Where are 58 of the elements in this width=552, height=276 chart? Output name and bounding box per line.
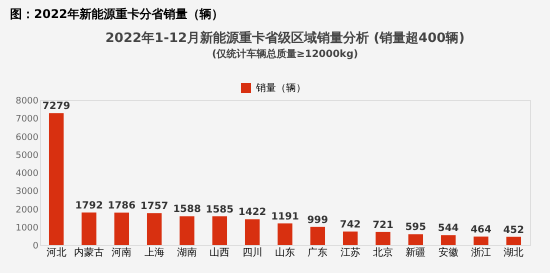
chart-title: 2022年1-12月新能源重卡省级区域销量分析 (销量超400辆): [105, 30, 465, 46]
chart-subtitle: (仅统计车辆总质量≥12000kg): [212, 48, 358, 60]
data-label: 1792: [75, 200, 103, 212]
x-tick-label: 湖南: [177, 246, 197, 258]
x-tick-label: 四川: [242, 246, 262, 258]
bar: [180, 216, 194, 245]
bar: [48, 113, 64, 245]
y-tick-label: 7000: [16, 114, 39, 125]
data-label: 452: [503, 224, 524, 236]
y-tick-label: 4000: [16, 169, 39, 179]
y-tick-label: 3000: [16, 187, 39, 198]
x-tick-label: 内蒙古: [74, 246, 104, 258]
x-tick-label: 山西: [210, 246, 230, 258]
x-tick-label: 北京: [373, 246, 393, 258]
data-label: 1191: [271, 211, 299, 222]
bar: [376, 232, 390, 245]
bar: [408, 234, 424, 245]
data-label: 1588: [173, 204, 201, 216]
data-label: 742: [340, 220, 361, 231]
y-tick-label: 8000: [16, 96, 39, 106]
data-label: 1757: [140, 201, 168, 212]
bar: [506, 236, 522, 245]
y-tick-label: 0: [32, 242, 39, 252]
bar: [82, 212, 96, 245]
bar: [474, 236, 488, 245]
x-tick-label: 上海: [144, 246, 164, 258]
legend-label: 销量（辆）: [255, 82, 306, 94]
bar: [212, 216, 228, 245]
bar: [278, 223, 292, 245]
x-tick-label: 浙江: [471, 246, 491, 258]
data-label: 595: [405, 222, 426, 234]
y-tick-label: 2000: [16, 205, 39, 216]
bar: [114, 212, 130, 245]
y-tick-label: 6000: [16, 132, 39, 143]
data-label: 464: [470, 224, 492, 236]
bar: [342, 232, 358, 245]
data-label: 999: [307, 214, 328, 226]
bar: [146, 213, 162, 245]
data-label: 544: [438, 223, 459, 234]
data-label: 1786: [108, 200, 136, 212]
x-tick-label: 新疆: [406, 246, 426, 258]
bar: [310, 226, 326, 245]
x-tick-label: 安徽: [438, 246, 458, 258]
data-label: 1422: [238, 207, 266, 218]
x-tick-label: 湖北: [504, 246, 524, 258]
data-label: 721: [372, 220, 394, 231]
x-tick-label: 广东: [308, 246, 328, 258]
x-tick-label: 山东: [275, 246, 295, 258]
data-label: 7279: [42, 101, 70, 112]
x-tick-label: 江苏: [340, 246, 360, 258]
bar: [440, 235, 456, 245]
y-tick-label: 5000: [16, 150, 39, 161]
bar: [244, 219, 260, 245]
text: 图：2022年新能源重卡分省销量（辆）: [10, 7, 224, 21]
y-tick-label: 1000: [16, 223, 39, 234]
x-tick-label: 河北: [46, 246, 66, 258]
data-label: 1585: [206, 204, 234, 216]
x-tick-label: 河南: [112, 246, 132, 258]
